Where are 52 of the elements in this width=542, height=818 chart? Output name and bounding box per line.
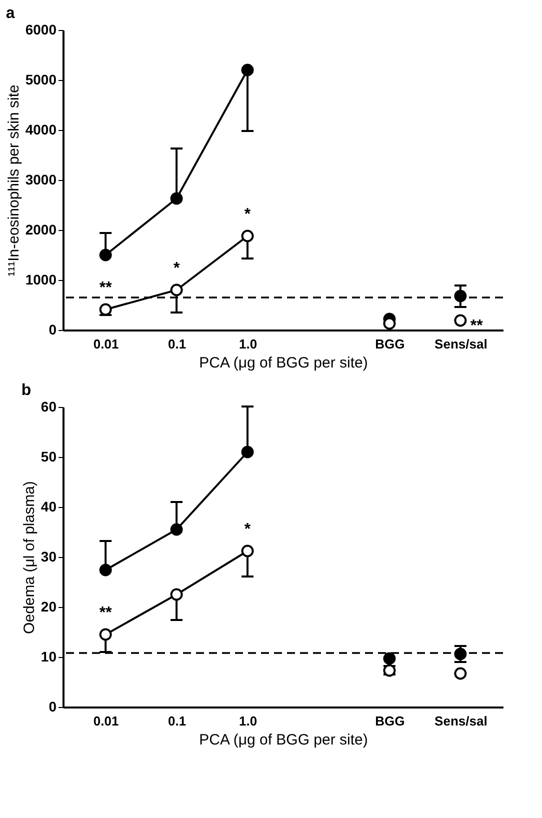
y-tick-label: 5000 (25, 72, 57, 88)
x-tick-label: Sens/sal (434, 336, 488, 352)
point (170, 523, 183, 536)
point (454, 667, 467, 680)
annotation: * (173, 260, 180, 277)
y-tick-label: 20 (40, 598, 57, 614)
point (170, 284, 183, 296)
point (241, 544, 254, 558)
point (454, 314, 467, 327)
annotation: * (244, 521, 252, 538)
y-axis-title: Oedema (μl of plasma) (20, 481, 38, 634)
y-tick-label: 40 (40, 498, 57, 514)
point (170, 192, 183, 205)
x-tick-label: 0.01 (93, 714, 119, 728)
point (383, 652, 396, 665)
x-tick-label: BGG (375, 336, 405, 352)
annotation: ** (470, 318, 484, 334)
annotation: ** (99, 604, 113, 622)
y-tick-label: 30 (40, 548, 57, 564)
y-tick-label: 1000 (25, 272, 57, 288)
x-tick-label: 1.0 (238, 336, 258, 352)
x-tick-label: 1.0 (238, 714, 258, 728)
point (241, 230, 254, 242)
x-tick-label: BGG (375, 714, 405, 728)
point (241, 64, 254, 76)
annotation: ** (99, 280, 113, 296)
y-tick-label: 2000 (25, 222, 57, 238)
annotation: * (244, 206, 252, 223)
y-tick-label: 0 (48, 322, 57, 338)
point (99, 628, 112, 641)
y-tick-label: 6000 (25, 22, 57, 38)
x-tick-label: Sens/sal (434, 714, 488, 728)
point (241, 446, 254, 458)
point (99, 564, 112, 576)
point (454, 290, 467, 302)
y-tick-label: 4000 (25, 122, 57, 138)
x-axis-title: PCA (μg of BGG per site) (199, 354, 368, 372)
y-tick-label: 3000 (25, 172, 57, 188)
chart-title: b (21, 382, 32, 399)
x-tick-label: 0.1 (168, 714, 186, 728)
y-tick-label: 0 (48, 698, 57, 714)
x-axis-title: PCA (μg of BGG per site) (199, 732, 368, 748)
point (170, 588, 183, 601)
y-axis-title: ¹¹¹In-eosinophils per skin site (5, 84, 22, 276)
y-tick-label: 10 (40, 648, 57, 664)
y-tick-label: 60 (40, 398, 57, 414)
point (454, 648, 467, 660)
y-tick-label: 50 (40, 448, 57, 464)
chart-title: a (6, 5, 15, 22)
x-tick-label: 0.01 (93, 336, 119, 352)
point (99, 248, 112, 262)
x-tick-label: 0.1 (168, 336, 186, 352)
